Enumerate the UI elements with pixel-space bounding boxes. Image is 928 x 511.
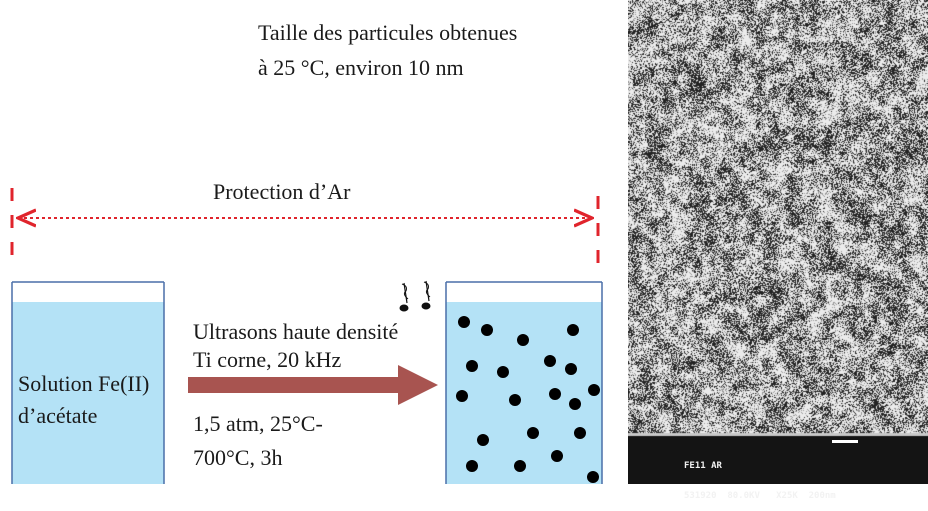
micrograph-scale-bar <box>832 440 858 443</box>
ultrasound-label-line2: Ti corne, 20 kHz <box>193 347 342 372</box>
left-beaker-label-line2: d’acétate <box>18 403 98 428</box>
particle-size-note-line1: Taille des particules obtenues <box>258 20 518 45</box>
micrograph-caption-row1: FE11 AR <box>684 461 722 471</box>
particle <box>527 427 539 439</box>
ultrasound-note-icon <box>399 280 431 312</box>
particle <box>477 434 489 446</box>
particle <box>466 460 478 472</box>
micrograph-caption-row2: 531920 80.0KV X25K 200nm <box>684 491 836 501</box>
particle <box>458 316 470 328</box>
micrograph-caption: FE11 AR 531920 80.0KV X25K 200nm <box>684 441 836 511</box>
conditions-label-line2: 700°C, 3h <box>193 445 283 470</box>
particle <box>588 384 600 396</box>
particle <box>574 427 586 439</box>
particle <box>497 366 509 378</box>
right-beaker <box>445 281 603 484</box>
left-beaker-label-line1: Solution Fe(II) <box>18 371 150 396</box>
reaction-arrow <box>188 365 438 405</box>
particle <box>569 398 581 410</box>
particle <box>517 334 529 346</box>
particle <box>544 355 556 367</box>
left-beaker <box>11 281 165 484</box>
argon-protection-label: Protection d’Ar <box>213 179 351 204</box>
ultrasound-label-line1: Ultrasons haute densité <box>193 319 399 344</box>
synthesis-diagram <box>10 188 603 484</box>
particle <box>549 388 561 400</box>
particle <box>466 360 478 372</box>
tem-micrograph <box>628 0 928 484</box>
particle <box>456 390 468 402</box>
particle-size-note-line2: à 25 °C, environ 10 nm <box>258 55 464 80</box>
left-beaker-liquid <box>12 302 164 484</box>
particle <box>551 450 563 462</box>
particle <box>509 394 521 406</box>
particle <box>567 324 579 336</box>
particle <box>565 363 577 375</box>
particle <box>587 471 599 483</box>
nanoparticles <box>456 316 600 483</box>
conditions-label-line1: 1,5 atm, 25°C- <box>193 411 323 436</box>
particle <box>514 460 526 472</box>
particle <box>481 324 493 336</box>
